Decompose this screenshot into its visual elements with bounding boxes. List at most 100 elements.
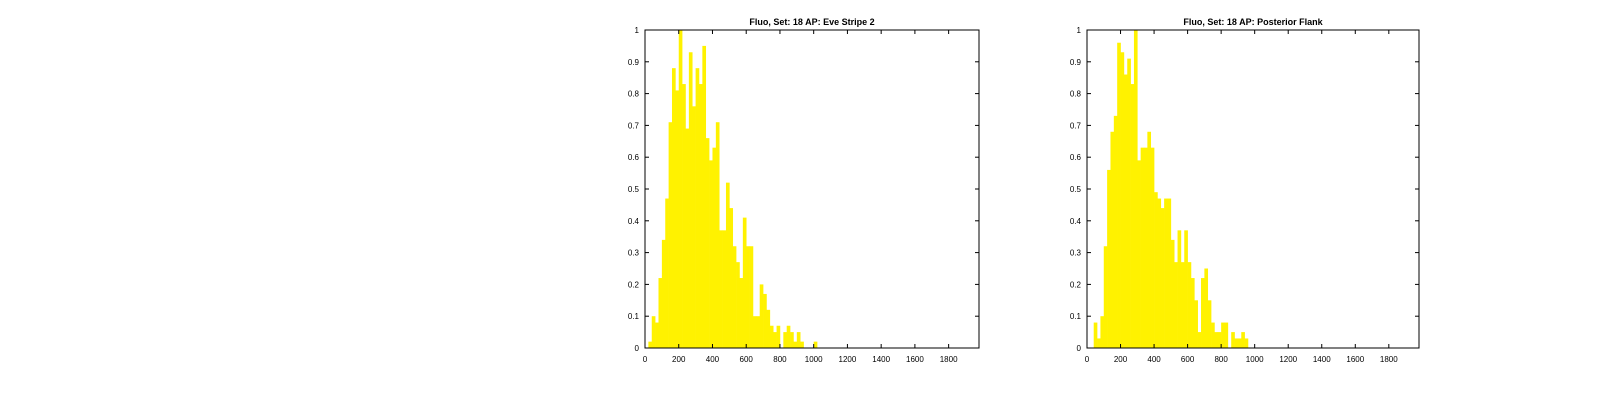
histogram-bar <box>1170 239 1175 348</box>
y-tick-label: 0.5 <box>628 185 640 194</box>
histogram-bar <box>671 68 676 348</box>
histogram-bar <box>1174 262 1178 348</box>
histogram-bar <box>746 246 750 348</box>
histogram-bar <box>1117 42 1121 348</box>
histogram-bar <box>1103 246 1108 348</box>
histogram-bar <box>705 138 710 348</box>
y-tick-label: 0 <box>635 344 640 353</box>
y-tick-label: 0.2 <box>628 280 640 289</box>
y-tick-label: 0.8 <box>1070 90 1082 99</box>
histogram-bar <box>1167 198 1172 348</box>
histogram-bar <box>712 147 717 348</box>
histogram-bar <box>1231 332 1235 348</box>
histogram-bar <box>1164 198 1168 348</box>
histogram-bar <box>1140 147 1145 348</box>
histogram-bar <box>665 198 669 348</box>
histogram-bar <box>1157 198 1162 348</box>
x-tick-label: 1800 <box>940 355 958 364</box>
x-tick-label: 1000 <box>805 355 823 364</box>
histogram-bar <box>1123 74 1128 349</box>
bars <box>648 30 818 349</box>
histogram-bar <box>1234 338 1239 348</box>
y-tick-label: 0.8 <box>628 90 640 99</box>
histogram-bar <box>1194 300 1198 348</box>
histogram-bar <box>763 293 767 348</box>
histogram-bar <box>678 30 683 348</box>
histogram-bar <box>725 182 730 348</box>
histogram-bar <box>1100 316 1105 348</box>
histogram-bar <box>732 246 737 348</box>
histogram-bar <box>661 239 666 348</box>
chart-title: Fluo, Set: 18 AP: Eve Stripe 2 <box>749 17 874 27</box>
histogram-bar <box>1217 332 1222 348</box>
histogram-bar <box>752 316 757 348</box>
histogram-bar <box>1211 322 1215 348</box>
histogram-bar <box>688 52 693 348</box>
histogram-bar <box>783 332 787 348</box>
histogram-bar <box>1184 230 1188 348</box>
histogram-bar <box>1097 338 1101 348</box>
histogram-bar <box>668 122 673 348</box>
y-tick-label: 0.6 <box>628 153 640 162</box>
histogram-bar <box>1197 332 1202 348</box>
y-tick-label: 0.2 <box>1070 280 1082 289</box>
histogram-bar <box>1244 338 1249 348</box>
histogram-bar <box>1144 147 1148 348</box>
histogram-bar <box>698 84 703 348</box>
x-tick-label: 800 <box>773 355 787 364</box>
histogram-bar <box>1241 332 1245 348</box>
histogram-bar <box>800 341 804 348</box>
histogram-bar <box>1160 208 1165 348</box>
y-tick-label: 0.1 <box>628 312 640 321</box>
x-tick-label: 1800 <box>1380 355 1398 364</box>
histogram-bar <box>651 316 656 348</box>
x-tick-label: 0 <box>643 355 648 364</box>
histogram-bar <box>1214 332 1219 348</box>
histogram-bar <box>739 278 744 348</box>
chart-title: Fluo, Set: 18 AP: Posterior Flank <box>1183 17 1323 27</box>
y-tick-label: 1 <box>1077 26 1082 35</box>
histogram-bar <box>719 230 723 348</box>
histogram-bar <box>1187 262 1192 348</box>
histogram-bar <box>1204 268 1209 348</box>
histogram-bar <box>658 278 663 348</box>
histogram-bar <box>813 341 818 348</box>
histogram-bar <box>1147 131 1152 348</box>
histogram-bar <box>685 128 690 348</box>
histogram-bar <box>736 262 740 348</box>
chart-eve-stripe-2: Fluo, Set: 18 AP: Eve Stripe 2 0 0.1 0.2 0.… <box>628 17 980 364</box>
x-tick-label: 200 <box>672 355 686 364</box>
y-tick-label: 1 <box>635 26 640 35</box>
y-tick-label: 0.6 <box>1070 153 1082 162</box>
histogram-bar <box>776 325 781 348</box>
y-tick-label: 0.4 <box>628 217 640 226</box>
y-tick-label: 0.3 <box>1070 249 1082 258</box>
histogram-bar <box>715 122 720 348</box>
x-tick-label: 0 <box>1085 355 1090 364</box>
histogram-bar <box>749 246 754 348</box>
histogram-bar <box>742 217 747 348</box>
histogram-bar <box>769 325 774 348</box>
histogram-bar <box>675 90 680 349</box>
histogram-bar <box>1130 84 1135 348</box>
y-tick-label: 0.4 <box>1070 217 1082 226</box>
y-tick-label: 0.3 <box>628 249 640 258</box>
histogram-bar <box>648 341 653 348</box>
x-tick-label: 1000 <box>1246 355 1264 364</box>
histogram-bar <box>793 341 798 348</box>
histogram-bar <box>1154 192 1158 348</box>
histogram-bar <box>1237 338 1242 348</box>
histogram-bar <box>756 316 761 348</box>
y-tick-label: 0.9 <box>628 58 640 67</box>
bars <box>1093 30 1249 349</box>
histogram-bar <box>1180 262 1185 348</box>
histogram-bar <box>786 325 791 348</box>
histogram-bar <box>1177 230 1182 348</box>
histogram-bar <box>1107 169 1111 348</box>
histogram-bar <box>773 332 777 348</box>
histogram-bar <box>1127 58 1131 349</box>
histogram-bar <box>1201 278 1205 348</box>
histogram-bar <box>759 284 764 348</box>
histogram-bar <box>1093 322 1098 348</box>
